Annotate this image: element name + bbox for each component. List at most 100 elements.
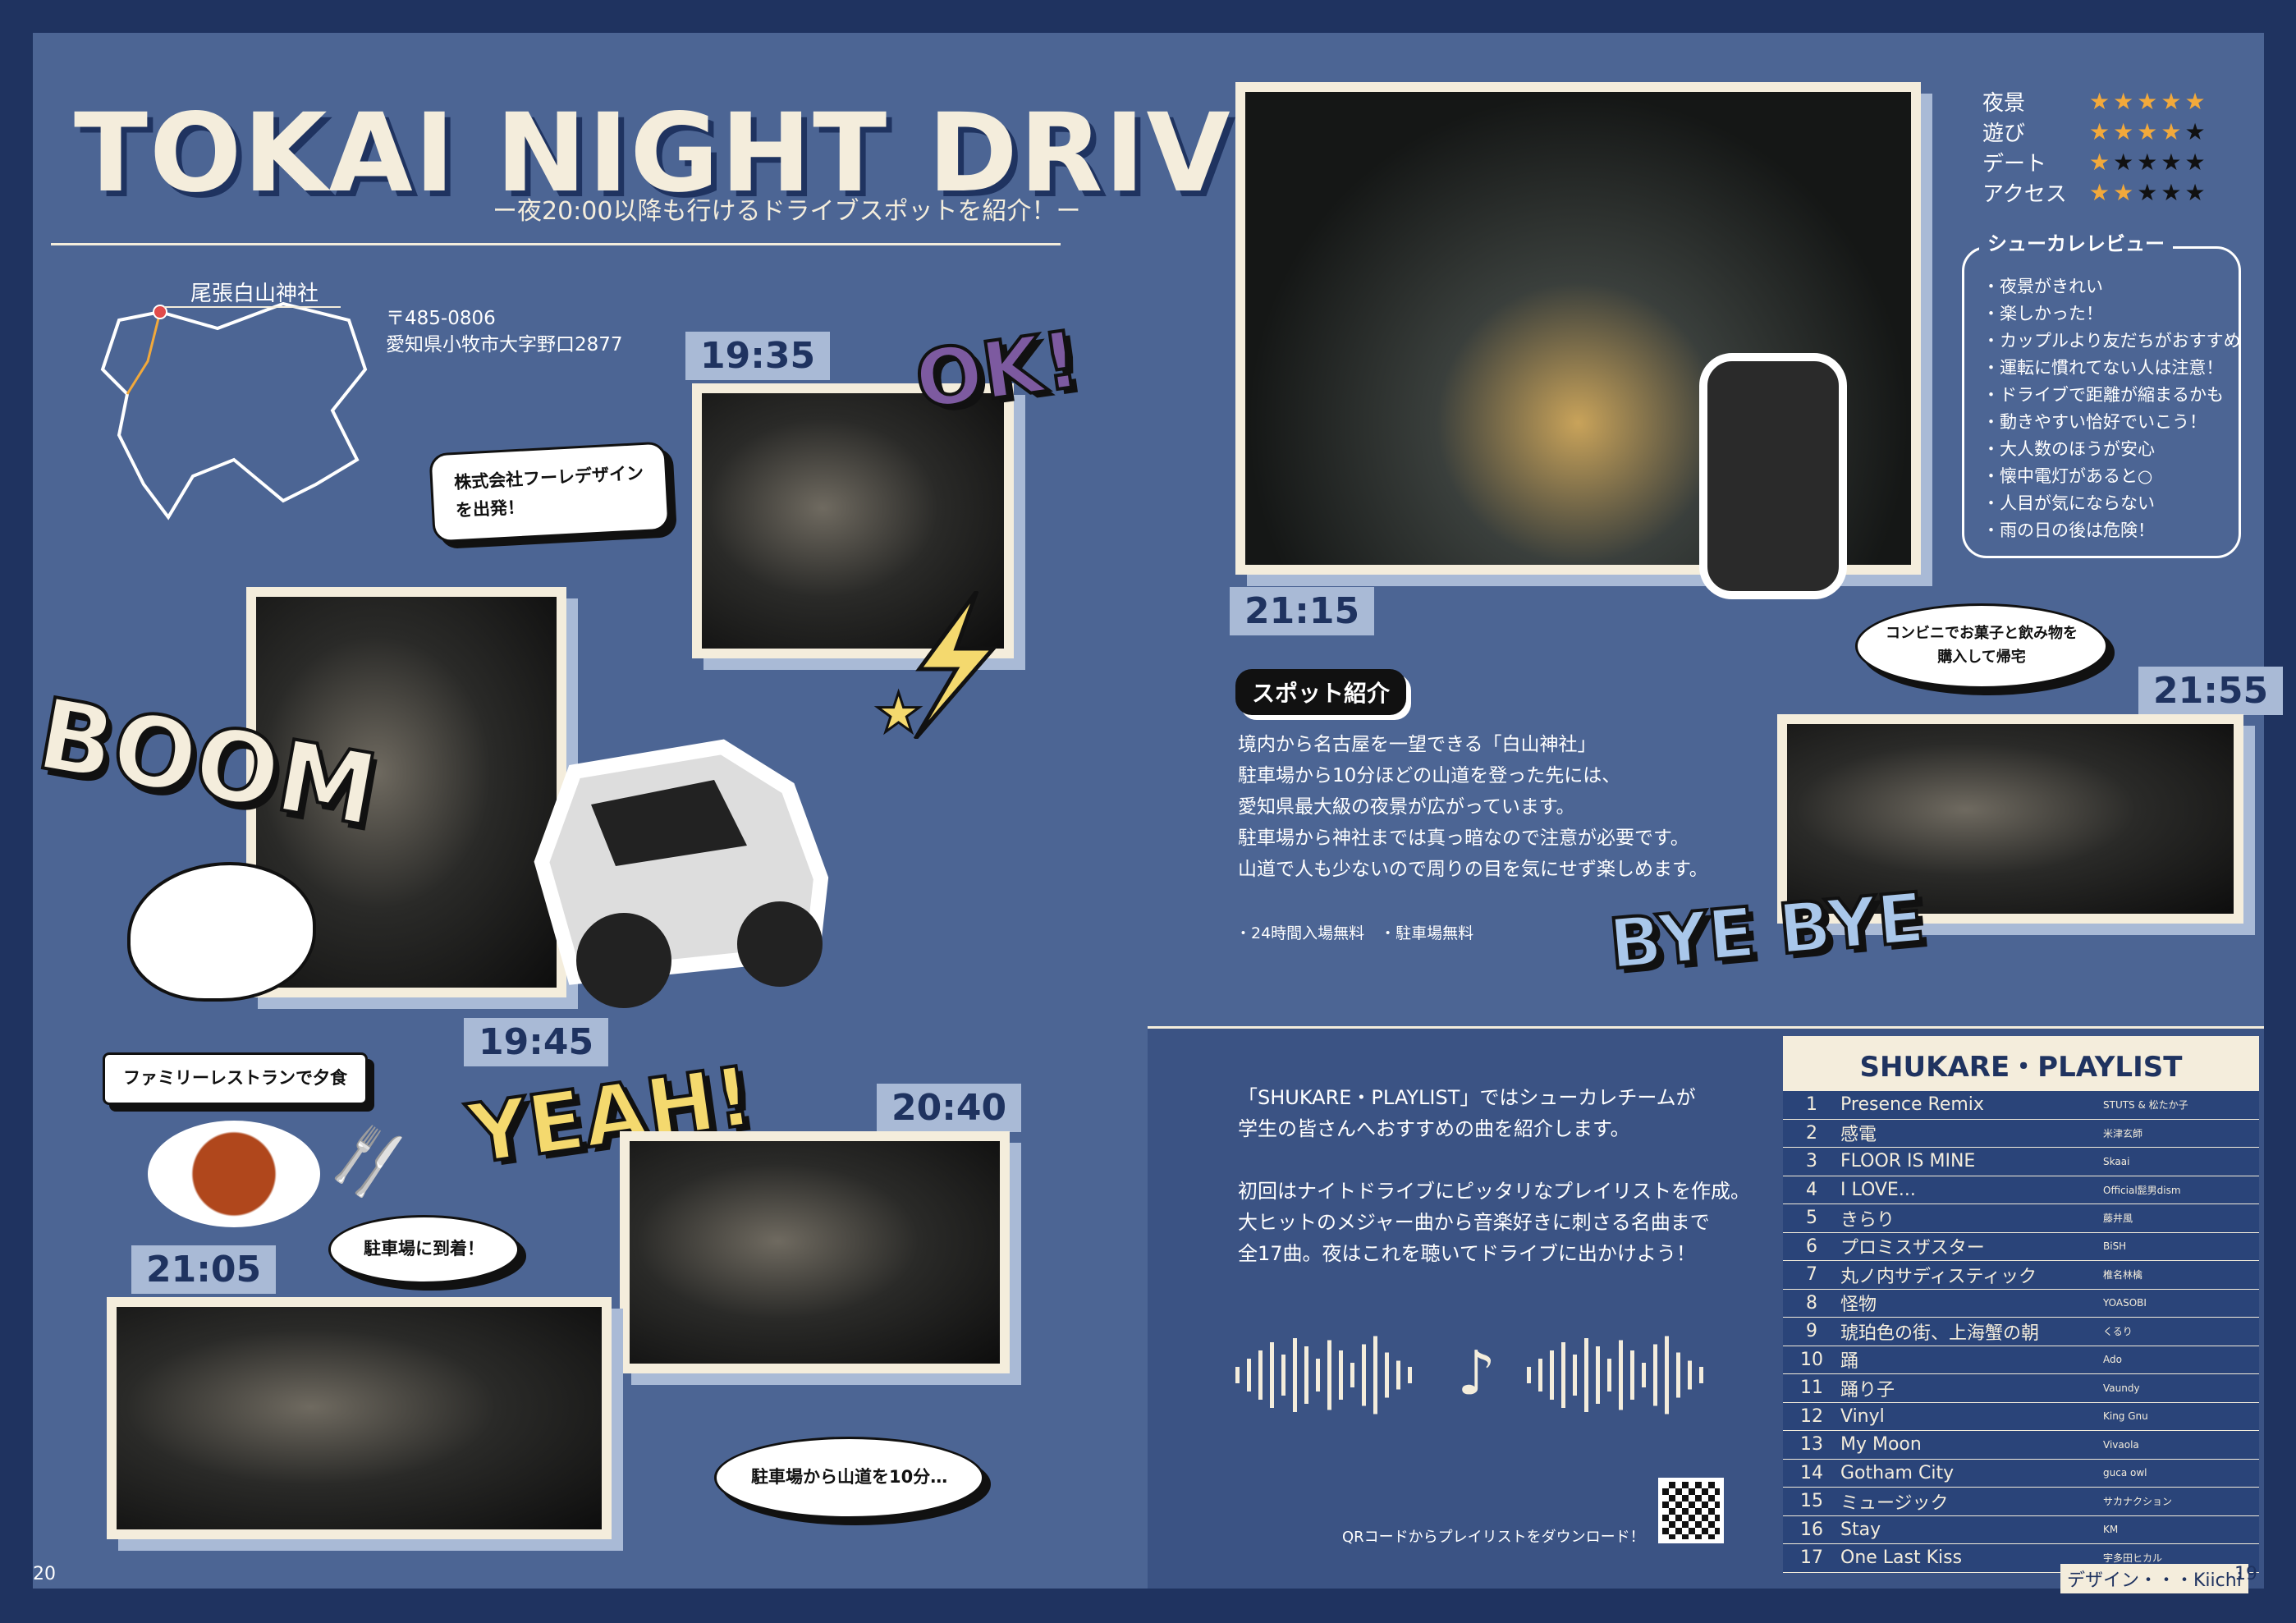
wave-bar bbox=[1350, 1363, 1354, 1387]
wave-bar bbox=[1281, 1355, 1285, 1396]
person-cutout-couple bbox=[1699, 353, 1847, 599]
track-artist: Skaai bbox=[2103, 1155, 2130, 1167]
track-number: 16 bbox=[1800, 1519, 1823, 1540]
wave-bar bbox=[1665, 1336, 1669, 1414]
wave-bar bbox=[1596, 1346, 1600, 1404]
wave-bar bbox=[1561, 1342, 1565, 1408]
wave-bar bbox=[1538, 1359, 1542, 1391]
track-artist: サカナクション bbox=[2103, 1496, 2173, 1508]
smoke-cloud-icon bbox=[127, 862, 316, 1002]
time-2115: 21:15 bbox=[1230, 587, 1375, 635]
track-title: My Moon bbox=[1840, 1434, 1922, 1456]
rating-label: アクセス bbox=[1982, 182, 2067, 207]
track-artist: 宇多田ヒカル bbox=[2103, 1552, 2163, 1565]
wave-bar bbox=[1293, 1338, 1297, 1412]
review-item: ・懐中電灯があると○ bbox=[1982, 466, 2153, 486]
track-number: 17 bbox=[1800, 1547, 1823, 1569]
bubble-snack: コンビニでお菓子と飲み物を 購入して帰宅 bbox=[1855, 603, 2108, 689]
rating-stars: ★★★★★ bbox=[2089, 118, 2209, 145]
star-empty-icon: ★ bbox=[2184, 118, 2209, 145]
right-page-number: 19 bbox=[2234, 1564, 2257, 1584]
review-item: ・運転に慣れてない人は注意！ bbox=[1982, 358, 2224, 378]
track-title: Vinyl bbox=[1840, 1405, 1885, 1427]
wave-bar bbox=[1584, 1338, 1588, 1412]
left-page-number: 20 bbox=[33, 1564, 56, 1584]
review-item: ・動きやすい恰好でいこう！ bbox=[1982, 412, 2207, 432]
track-row: 17 One Last Kiss 宇多田ヒカル bbox=[1783, 1544, 2259, 1573]
track-title: FLOOR IS MINE bbox=[1840, 1151, 1976, 1172]
wave-bar bbox=[1699, 1367, 1703, 1383]
review-item: ・カップルより友だちがおすすめ bbox=[1982, 331, 2241, 351]
track-row: 3 FLOOR IS MINE Skaai bbox=[1783, 1148, 2259, 1176]
wave-bar bbox=[1653, 1344, 1657, 1406]
track-row: 15 ミュージック サカナクション bbox=[1783, 1488, 2259, 1516]
rating-stars: ★★★★★ bbox=[2089, 179, 2209, 206]
track-title: プロミスザスター bbox=[1840, 1238, 1985, 1259]
wave-bar bbox=[1642, 1363, 1646, 1387]
design-credit: デザイン・・・Kiichi bbox=[2060, 1564, 2248, 1593]
track-artist: BiSH bbox=[2103, 1240, 2127, 1253]
wave-bar bbox=[1339, 1350, 1343, 1400]
track-number: 13 bbox=[1800, 1434, 1823, 1456]
star-filled-icon: ★ bbox=[2113, 88, 2138, 115]
spot-heading: スポット紹介 bbox=[1235, 669, 1407, 715]
review-list: ・夜景がきれい ・楽しかった！ ・カップルより友だちがおすすめ ・運転に慣れてない人は… bbox=[1982, 273, 2241, 544]
track-artist: 米津玄師 bbox=[2103, 1127, 2143, 1139]
track-number: 10 bbox=[1800, 1349, 1823, 1370]
track-artist: 椎名林檎 bbox=[2103, 1269, 2143, 1281]
track-title: I LOVE... bbox=[1840, 1179, 1916, 1200]
track-row: 10 踊 Ado bbox=[1783, 1346, 2259, 1374]
spot-notes: ・24時間入場無料 ・駐車場無料 bbox=[1235, 924, 1474, 942]
track-title: Stay bbox=[1840, 1519, 1881, 1540]
qr-code[interactable] bbox=[1658, 1478, 1724, 1543]
street-address: 愛知県小牧市大字野口2877 bbox=[386, 334, 623, 356]
track-title: 踊 bbox=[1840, 1351, 1859, 1373]
star-empty-icon: ★ bbox=[2137, 179, 2161, 206]
wave-bar bbox=[1396, 1360, 1400, 1390]
review-item: ・雨の日の後は危険！ bbox=[1982, 520, 2155, 540]
wave-bar bbox=[1316, 1359, 1320, 1391]
star-empty-icon: ★ bbox=[2137, 149, 2161, 176]
star-filled-icon: ★ bbox=[2137, 88, 2161, 115]
spot-description: 境内から名古屋を一望できる「白山神社」 駐車場から10分ほどの山道を登った先には… bbox=[1238, 734, 1708, 880]
track-number: 2 bbox=[1806, 1122, 1817, 1144]
star-filled-icon: ★ bbox=[2161, 118, 2185, 145]
track-row: 2 感電 米津玄師 bbox=[1783, 1119, 2259, 1148]
wave-bar bbox=[1362, 1344, 1366, 1406]
track-row: 9 琥珀色の街、上海蟹の朝 くるり bbox=[1783, 1318, 2259, 1346]
star-empty-icon: ★ bbox=[2184, 149, 2209, 176]
track-row: 12 Vinyl King Gnu bbox=[1783, 1402, 2259, 1431]
review-item: ・楽しかった！ bbox=[1982, 304, 2103, 323]
star-filled-icon: ★ bbox=[2137, 118, 2161, 145]
music-note-icon: ♪ bbox=[1457, 1338, 1496, 1409]
time-2155: 21:55 bbox=[2138, 667, 2284, 715]
track-number: 5 bbox=[1806, 1208, 1817, 1229]
review-item: ・人目が気にならない bbox=[1982, 493, 2155, 513]
track-artist: guca owl bbox=[2103, 1467, 2147, 1479]
track-row: 11 踊り子 Vaundy bbox=[1783, 1374, 2259, 1403]
time-1935: 19:35 bbox=[685, 332, 831, 380]
postal-code: 〒485-0806 bbox=[386, 308, 496, 329]
time-2105: 21:05 bbox=[131, 1245, 277, 1294]
wave-bar bbox=[1304, 1346, 1308, 1404]
map-label-line bbox=[164, 306, 341, 308]
star-empty-icon: ★ bbox=[2113, 149, 2138, 176]
qr-note[interactable]: QRコードからプレイリストをダウンロード！ bbox=[1342, 1529, 1645, 1546]
rating-label: デート bbox=[1982, 152, 2047, 177]
wave-bar bbox=[1385, 1352, 1389, 1398]
wave-bar bbox=[1270, 1342, 1274, 1408]
track-row: 1 Presence Remix STUTS & 松たか子 bbox=[1783, 1091, 2259, 1120]
rating-stars: ★★★★★ bbox=[2089, 88, 2209, 115]
wave-bar bbox=[1408, 1367, 1412, 1383]
photo-parking-exit bbox=[1777, 714, 2243, 924]
time-1945: 19:45 bbox=[464, 1018, 609, 1066]
star-empty-icon: ★ bbox=[2184, 179, 2209, 206]
track-row: 5 きらり 藤井風 bbox=[1783, 1204, 2259, 1233]
track-number: 7 bbox=[1806, 1264, 1817, 1286]
track-artist: 藤井風 bbox=[2103, 1213, 2133, 1225]
star-filled-icon: ★ bbox=[2113, 179, 2138, 206]
track-number: 8 bbox=[1806, 1292, 1817, 1314]
track-title: 琥珀色の街、上海蟹の朝 bbox=[1840, 1323, 2040, 1344]
star-filled-icon: ★ bbox=[2089, 118, 2114, 145]
track-number: 15 bbox=[1800, 1491, 1823, 1512]
